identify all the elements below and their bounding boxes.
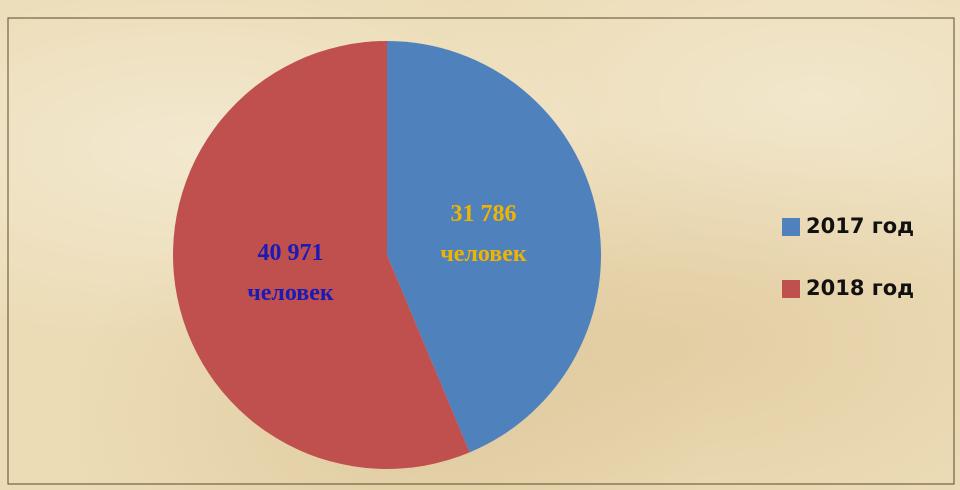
value-label: 40 971 (257, 240, 323, 266)
pie-slice (387, 41, 601, 453)
pie-slice (172, 41, 470, 470)
value-unit: человек (247, 280, 334, 306)
legend-label: 2017 год (806, 214, 914, 238)
value-unit: человек (440, 241, 527, 267)
legend-label: 2018 год (806, 276, 914, 300)
value-label: 31 786 (451, 201, 517, 227)
legend-swatch (782, 218, 800, 236)
chart-frame (7, 17, 955, 485)
legend-swatch (782, 280, 800, 298)
